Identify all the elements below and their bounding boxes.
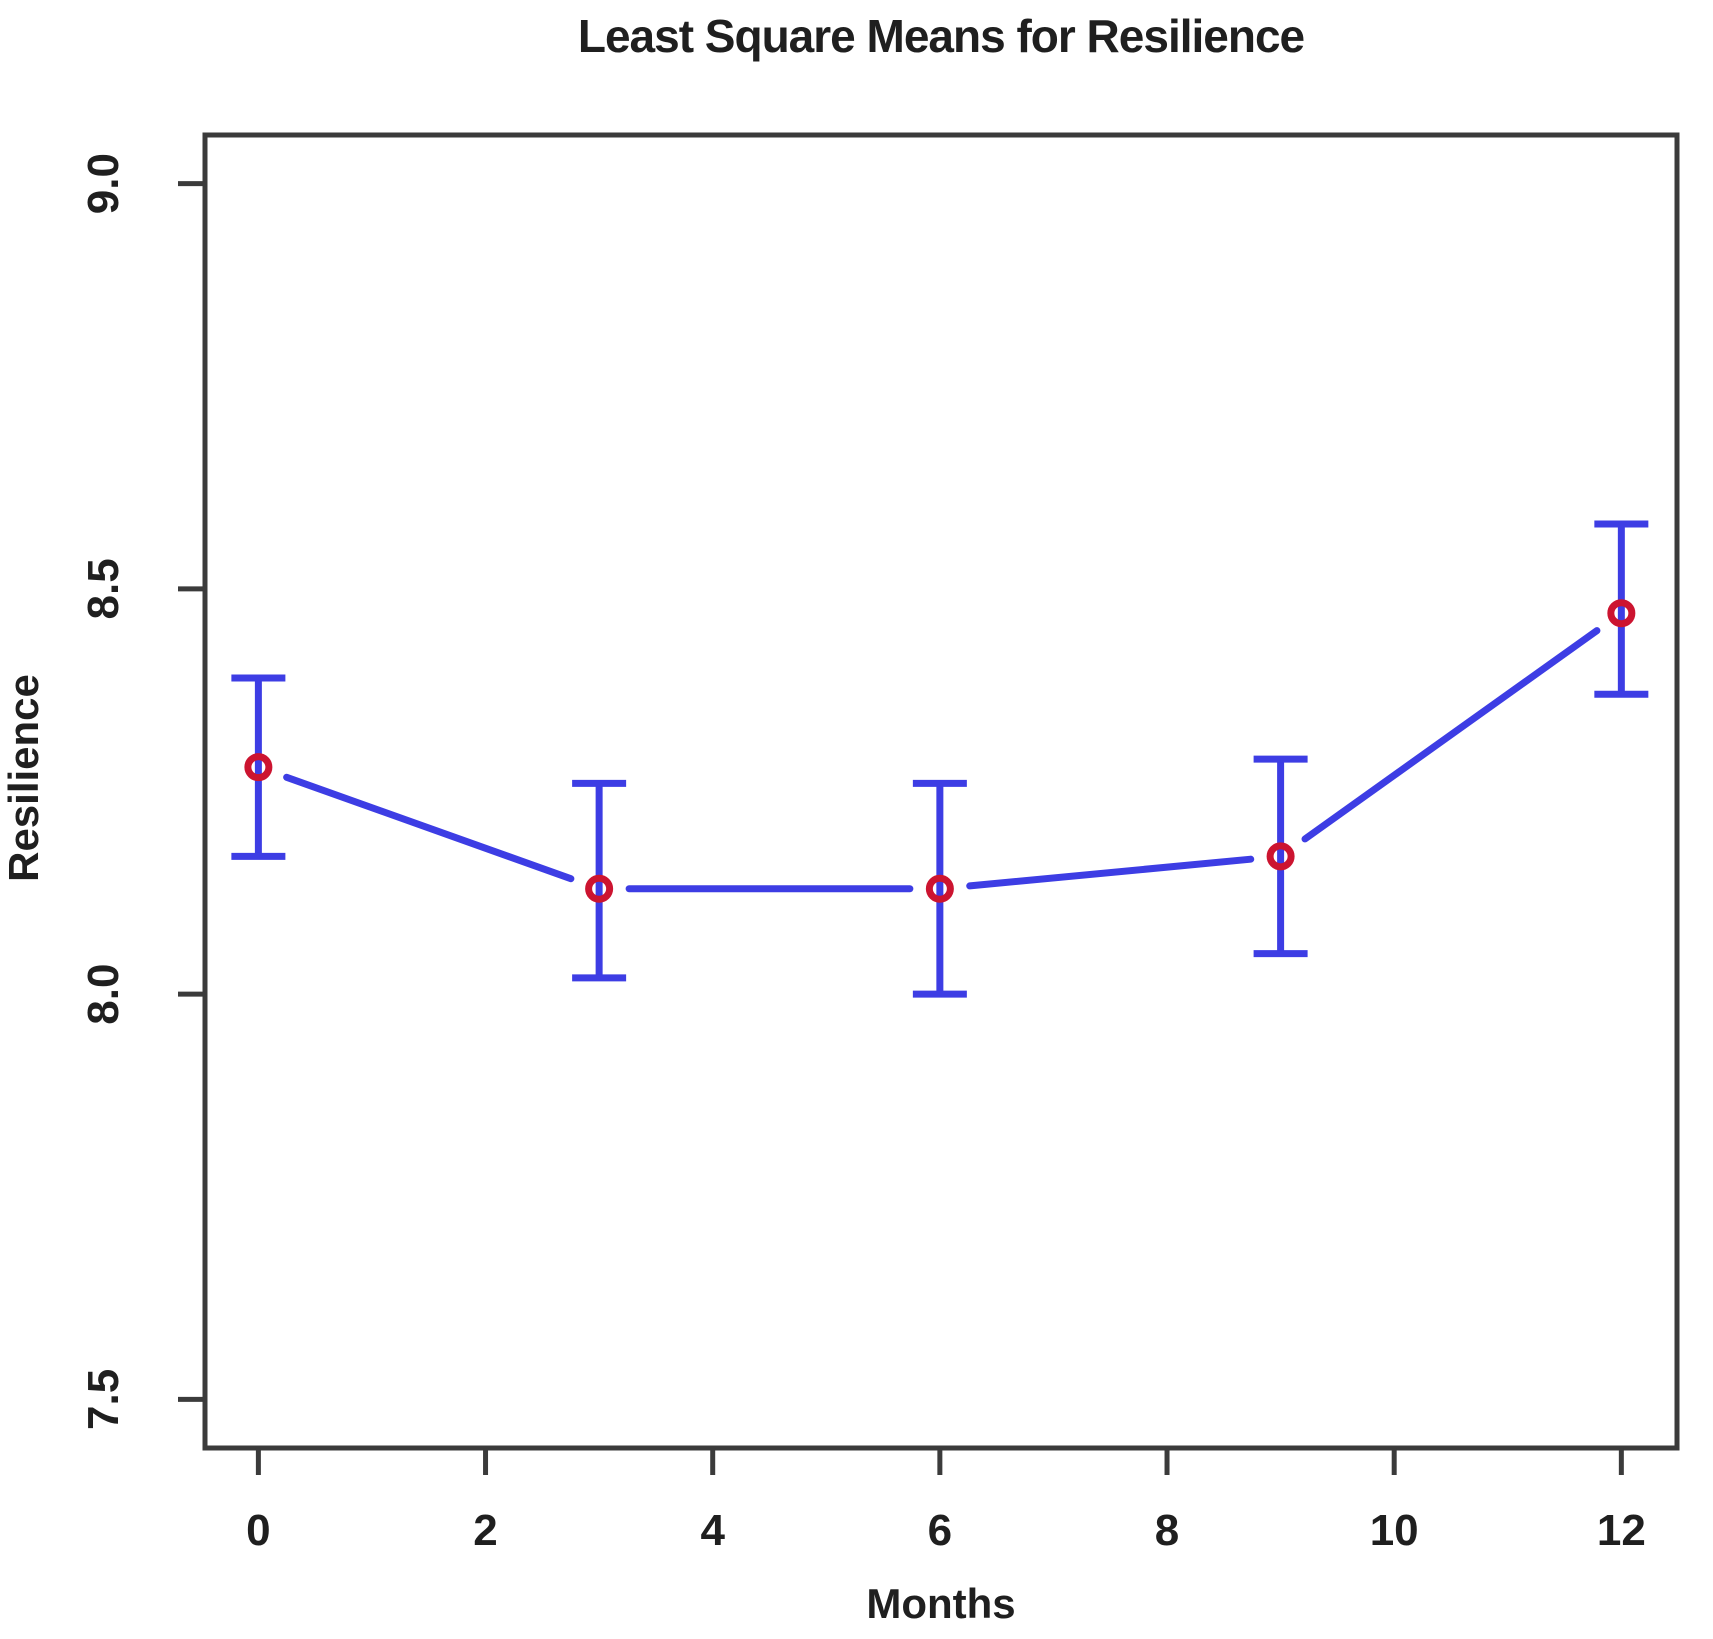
x-axis-tick-label: 4 bbox=[700, 1506, 725, 1555]
data-point-marker bbox=[244, 753, 273, 782]
x-axis-tick-label: 12 bbox=[1597, 1506, 1646, 1555]
series-line-segment bbox=[283, 773, 575, 883]
data-point-marker bbox=[1607, 599, 1636, 628]
data-point-marker bbox=[925, 874, 954, 903]
y-axis-label: Resilience bbox=[0, 674, 47, 882]
data-point-marker bbox=[1266, 842, 1295, 871]
y-axis-tick-label: 8.5 bbox=[79, 558, 128, 619]
data-point-marker bbox=[585, 874, 614, 903]
plot-area: 7.5 8.0 8.5 9.0 0 2 4 6 8 10 12 bbox=[79, 132, 1680, 1555]
x-axis-label: Months bbox=[866, 1580, 1015, 1627]
x-axis-tick-label: 10 bbox=[1370, 1506, 1419, 1555]
y-axis-tick-label: 8.0 bbox=[79, 964, 128, 1025]
y-axis-tick-label: 9.0 bbox=[79, 153, 128, 214]
x-axis-tick-label: 6 bbox=[928, 1506, 952, 1555]
y-axis-tick-label: 7.5 bbox=[79, 1369, 128, 1430]
series-line-segment bbox=[1301, 627, 1601, 843]
series-line-segment bbox=[966, 855, 1255, 890]
x-axis-tick-label: 2 bbox=[473, 1506, 497, 1555]
x-axis-tick-label: 0 bbox=[246, 1506, 270, 1555]
x-axis-tick-label: 8 bbox=[1155, 1506, 1179, 1555]
chart-title: Least Square Means for Resilience bbox=[578, 10, 1305, 62]
